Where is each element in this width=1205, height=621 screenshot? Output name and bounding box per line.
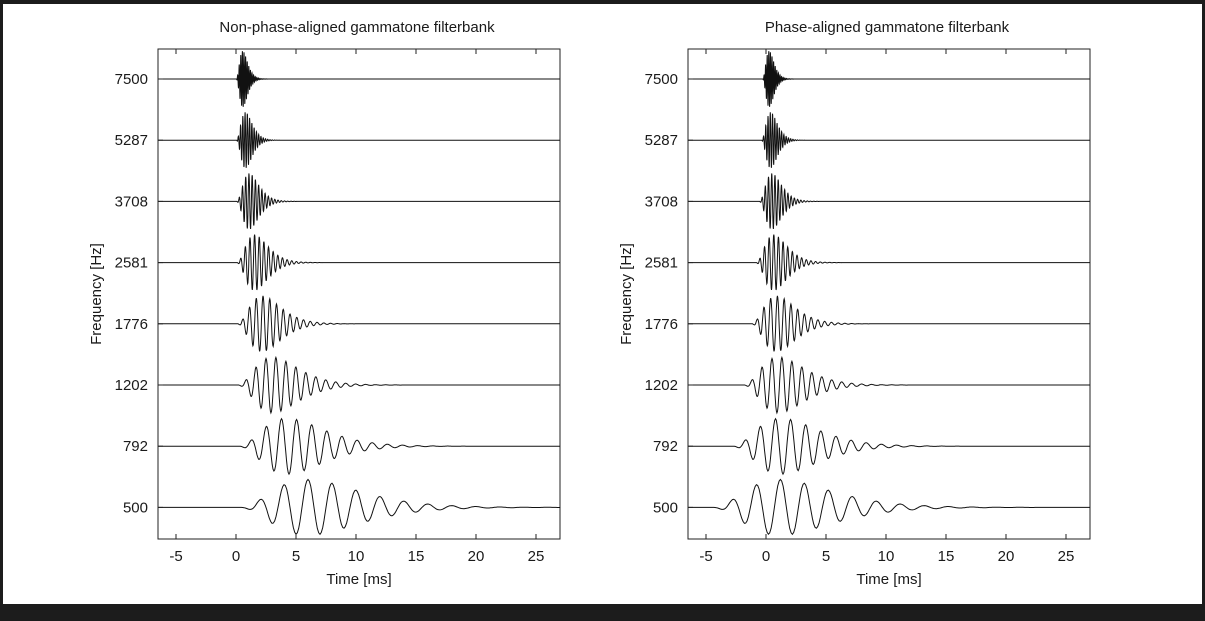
figure-canvas: Non-phase-aligned gammatone filterbank 7… xyxy=(3,4,1202,604)
trace-1202hz xyxy=(158,355,560,415)
trace-7500hz xyxy=(158,51,560,107)
x-tick-label: 15 xyxy=(938,548,955,565)
x-tick-label: 10 xyxy=(348,548,365,565)
gammatone-figure: Non-phase-aligned gammatone filterbank 7… xyxy=(88,19,1091,588)
traces-left xyxy=(158,51,561,536)
trace-5287hz xyxy=(158,112,560,168)
y-tick-label: 1202 xyxy=(645,377,678,394)
x-tick-label: 25 xyxy=(528,548,545,565)
y-axis-label-left: Frequency [Hz] xyxy=(88,243,105,345)
x-ticks-left: -5 0 5 10 15 20 25 xyxy=(169,49,544,565)
y-tick-label: 3708 xyxy=(645,193,678,210)
y-tick-label: 792 xyxy=(653,438,678,455)
y-axis-label-right: Frequency [Hz] xyxy=(618,243,635,345)
x-tick-label: 10 xyxy=(878,548,895,565)
x-tick-label: 25 xyxy=(1058,548,1075,565)
y-tick-label: 3708 xyxy=(115,193,148,210)
chart-title-right: Phase-aligned gammatone filterbank xyxy=(765,19,1010,36)
x-tick-label: 20 xyxy=(468,548,485,565)
trace-7500hz xyxy=(688,51,1090,107)
trace-500hz xyxy=(688,478,1090,536)
y-tick-label: 2581 xyxy=(645,255,678,272)
trace-792hz xyxy=(688,417,1090,476)
trace-1776hz xyxy=(688,295,1090,352)
y-tick-label: 5287 xyxy=(115,132,148,149)
trace-2581hz xyxy=(688,234,1090,291)
trace-3708hz xyxy=(688,173,1090,230)
y-tick-label: 500 xyxy=(123,499,148,516)
x-tick-label: 0 xyxy=(232,548,240,565)
y-tick-label: 1202 xyxy=(115,377,148,394)
y-tick-label: 1776 xyxy=(115,316,148,333)
y-tick-label: 2581 xyxy=(115,255,148,272)
y-tick-label: 792 xyxy=(123,438,148,455)
x-tick-label: 0 xyxy=(762,548,770,565)
y-tick-label: 1776 xyxy=(645,316,678,333)
x-tick-label: 15 xyxy=(408,548,425,565)
x-tick-label: -5 xyxy=(169,548,182,565)
trace-3708hz xyxy=(158,173,560,230)
x-axis-label-left: Time [ms] xyxy=(326,571,391,588)
y-tick-label: 7500 xyxy=(115,71,148,88)
x-tick-label: 5 xyxy=(292,548,300,565)
chart-title-left: Non-phase-aligned gammatone filterbank xyxy=(219,19,495,36)
trace-5287hz xyxy=(688,112,1090,168)
y-tick-label: 500 xyxy=(653,499,678,516)
trace-1776hz xyxy=(158,295,560,352)
traces-right xyxy=(688,51,1090,536)
trace-792hz xyxy=(158,417,560,476)
trace-2581hz xyxy=(158,234,560,291)
y-tick-label: 5287 xyxy=(645,132,678,149)
chart-panel-right: Phase-aligned gammatone filterbank 7500 5… xyxy=(618,19,1091,588)
trace-1202hz xyxy=(688,355,1090,415)
x-ticks-right: -5 0 5 10 15 20 25 xyxy=(699,49,1074,565)
y-tick-label: 7500 xyxy=(645,71,678,88)
trace-500hz xyxy=(158,478,561,536)
y-ticks-left: 7500 5287 3708 2581 1776 1202 792 500 xyxy=(115,71,163,516)
y-ticks-right: 7500 5287 3708 2581 1776 1202 792 500 xyxy=(645,71,693,516)
x-axis-label-right: Time [ms] xyxy=(856,571,921,588)
x-tick-label: 20 xyxy=(998,548,1015,565)
plot-frame-right xyxy=(687,48,1091,540)
x-tick-label: 5 xyxy=(822,548,830,565)
plot-frame-left xyxy=(157,48,561,540)
chart-panel-left: Non-phase-aligned gammatone filterbank 7… xyxy=(88,19,561,588)
x-tick-label: -5 xyxy=(699,548,712,565)
